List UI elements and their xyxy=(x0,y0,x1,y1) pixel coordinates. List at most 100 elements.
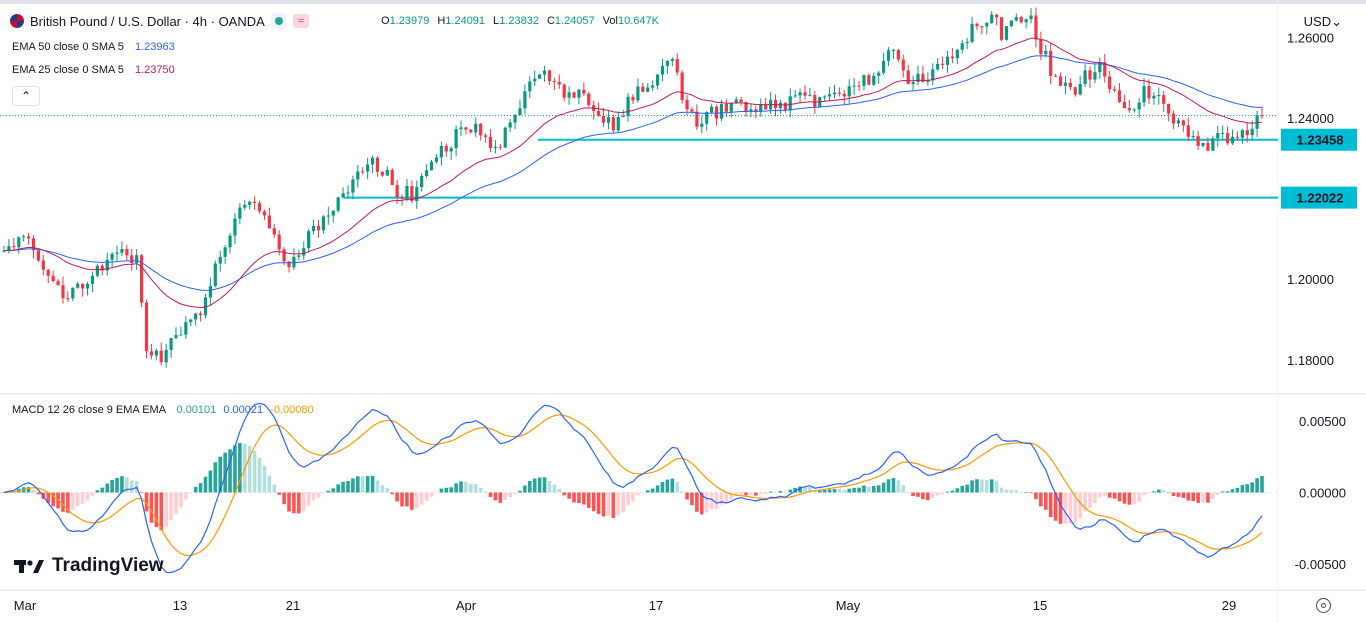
macd-axis-tick-label: 0.00000 xyxy=(1299,486,1346,501)
support-level-label: 1.22022 xyxy=(1297,191,1344,206)
candle-body xyxy=(1058,76,1063,86)
macd-histogram-bar xyxy=(2,492,6,493)
macd-histogram-bar xyxy=(449,487,453,493)
candle-body xyxy=(331,210,335,216)
macd-histogram-bar xyxy=(223,452,227,493)
ema25-legend[interactable]: EMA 25 close 0 SMA 5 1.23750 xyxy=(12,64,175,76)
candle-body xyxy=(518,108,522,115)
macd-histogram-bar xyxy=(198,483,203,493)
macd-histogram-bar xyxy=(1083,492,1087,512)
collapse-legend-button[interactable]: ⌃ xyxy=(12,86,40,106)
macd-histogram-bar xyxy=(120,476,124,493)
macd-histogram-bar xyxy=(125,477,129,493)
candle-body xyxy=(449,148,453,152)
candle-body xyxy=(17,237,21,248)
macd-histogram-bar xyxy=(758,492,763,494)
market-status-pill[interactable] xyxy=(270,13,287,29)
macd-histogram-bar xyxy=(719,492,724,505)
macd-histogram-bar xyxy=(297,492,301,514)
settings-icon[interactable] xyxy=(1316,598,1331,613)
macd-histogram-bar xyxy=(601,492,606,517)
ohlc-low: L1.23832 xyxy=(493,15,539,27)
candle-body xyxy=(110,253,114,260)
candle-body xyxy=(719,103,724,119)
candle-body xyxy=(577,89,581,98)
macd-histogram-bar xyxy=(252,450,257,493)
candle-body xyxy=(233,218,237,236)
candle-body xyxy=(1049,50,1053,76)
candle-body xyxy=(685,99,689,110)
ema50-value: 1.23963 xyxy=(134,41,175,53)
macd-histogram-bar xyxy=(596,492,601,514)
candle-body xyxy=(1171,113,1176,124)
candle-body xyxy=(390,169,394,185)
ema50-legend[interactable]: EMA 50 close 0 SMA 5 1.23963 xyxy=(12,41,175,53)
macd-histogram-bar xyxy=(1250,482,1254,493)
candle-body xyxy=(901,59,905,71)
symbol-title[interactable]: British Pound / U.S. Dollar · 4h · OANDA xyxy=(30,13,265,29)
candle-body xyxy=(125,248,129,256)
macd-histogram-bar xyxy=(331,488,336,493)
candle-body xyxy=(12,246,16,248)
candle-body xyxy=(189,319,193,323)
candle-body xyxy=(1152,95,1156,99)
macd-histogram-bar xyxy=(999,487,1004,493)
macd-histogram-bar xyxy=(665,479,670,493)
tradingview-logo[interactable]: TradingView xyxy=(14,555,164,577)
macd-histogram-bar xyxy=(537,477,542,493)
candle-body xyxy=(1191,136,1195,138)
candle-body xyxy=(528,81,532,92)
candle-body xyxy=(243,204,247,208)
macd-histogram-bar xyxy=(980,479,984,493)
macd-histogram-bar xyxy=(105,483,109,493)
candle-body xyxy=(223,247,227,257)
candle-body xyxy=(56,281,60,286)
macd-histogram-bar xyxy=(611,492,616,518)
candle-body xyxy=(1196,136,1200,146)
candle-body xyxy=(1068,82,1072,88)
macd-histogram-bar xyxy=(70,492,75,510)
candle-body xyxy=(1181,120,1185,126)
macd-histogram-bar xyxy=(287,492,291,512)
macd-histogram-bar xyxy=(1157,489,1161,493)
wave-icon[interactable]: ≈ xyxy=(292,14,309,28)
macd-histogram-bar xyxy=(31,490,36,493)
macd-histogram-bar xyxy=(857,487,861,493)
currency-selector[interactable]: USD⌄ xyxy=(1303,14,1342,29)
candle-body xyxy=(1142,86,1146,103)
candle-body xyxy=(936,63,940,70)
candle-body xyxy=(1235,136,1240,138)
candle-body xyxy=(896,50,900,60)
macd-histogram-bar xyxy=(763,492,768,494)
macd-histogram-bar xyxy=(311,492,316,501)
time-axis-tick-label: Mar xyxy=(14,598,37,613)
candle-body xyxy=(680,72,684,100)
candle-body xyxy=(1014,17,1018,21)
candle-body xyxy=(179,334,183,336)
candle-body xyxy=(341,193,345,198)
macd-histogram-bar xyxy=(375,480,380,493)
candle-body xyxy=(597,110,601,116)
macd-legend[interactable]: MACD 12 26 close 9 EMA EMA 0.00101 0.000… xyxy=(12,404,314,416)
macd-histogram-bar xyxy=(400,492,404,507)
candle-body xyxy=(287,261,291,268)
candle-body xyxy=(415,187,419,202)
candle-body xyxy=(980,26,984,28)
candle-body xyxy=(651,85,655,88)
candle-body xyxy=(1162,95,1166,104)
macd-histogram-bar xyxy=(704,492,709,513)
candle-body xyxy=(646,87,650,92)
candle-body xyxy=(1088,70,1092,80)
candle-body xyxy=(429,161,434,171)
symbol-header[interactable]: British Pound / U.S. Dollar · 4h · OANDA… xyxy=(10,13,309,29)
macd-histogram-bar xyxy=(926,492,930,501)
macd-histogram-bar xyxy=(478,487,483,493)
macd-histogram-bar xyxy=(1004,489,1009,493)
macd-histogram-bar xyxy=(695,492,699,512)
candle-body xyxy=(1211,138,1215,151)
candle-body xyxy=(1137,102,1141,110)
candle-body xyxy=(420,176,424,188)
candle-body xyxy=(660,65,665,75)
candle-body xyxy=(439,145,443,158)
